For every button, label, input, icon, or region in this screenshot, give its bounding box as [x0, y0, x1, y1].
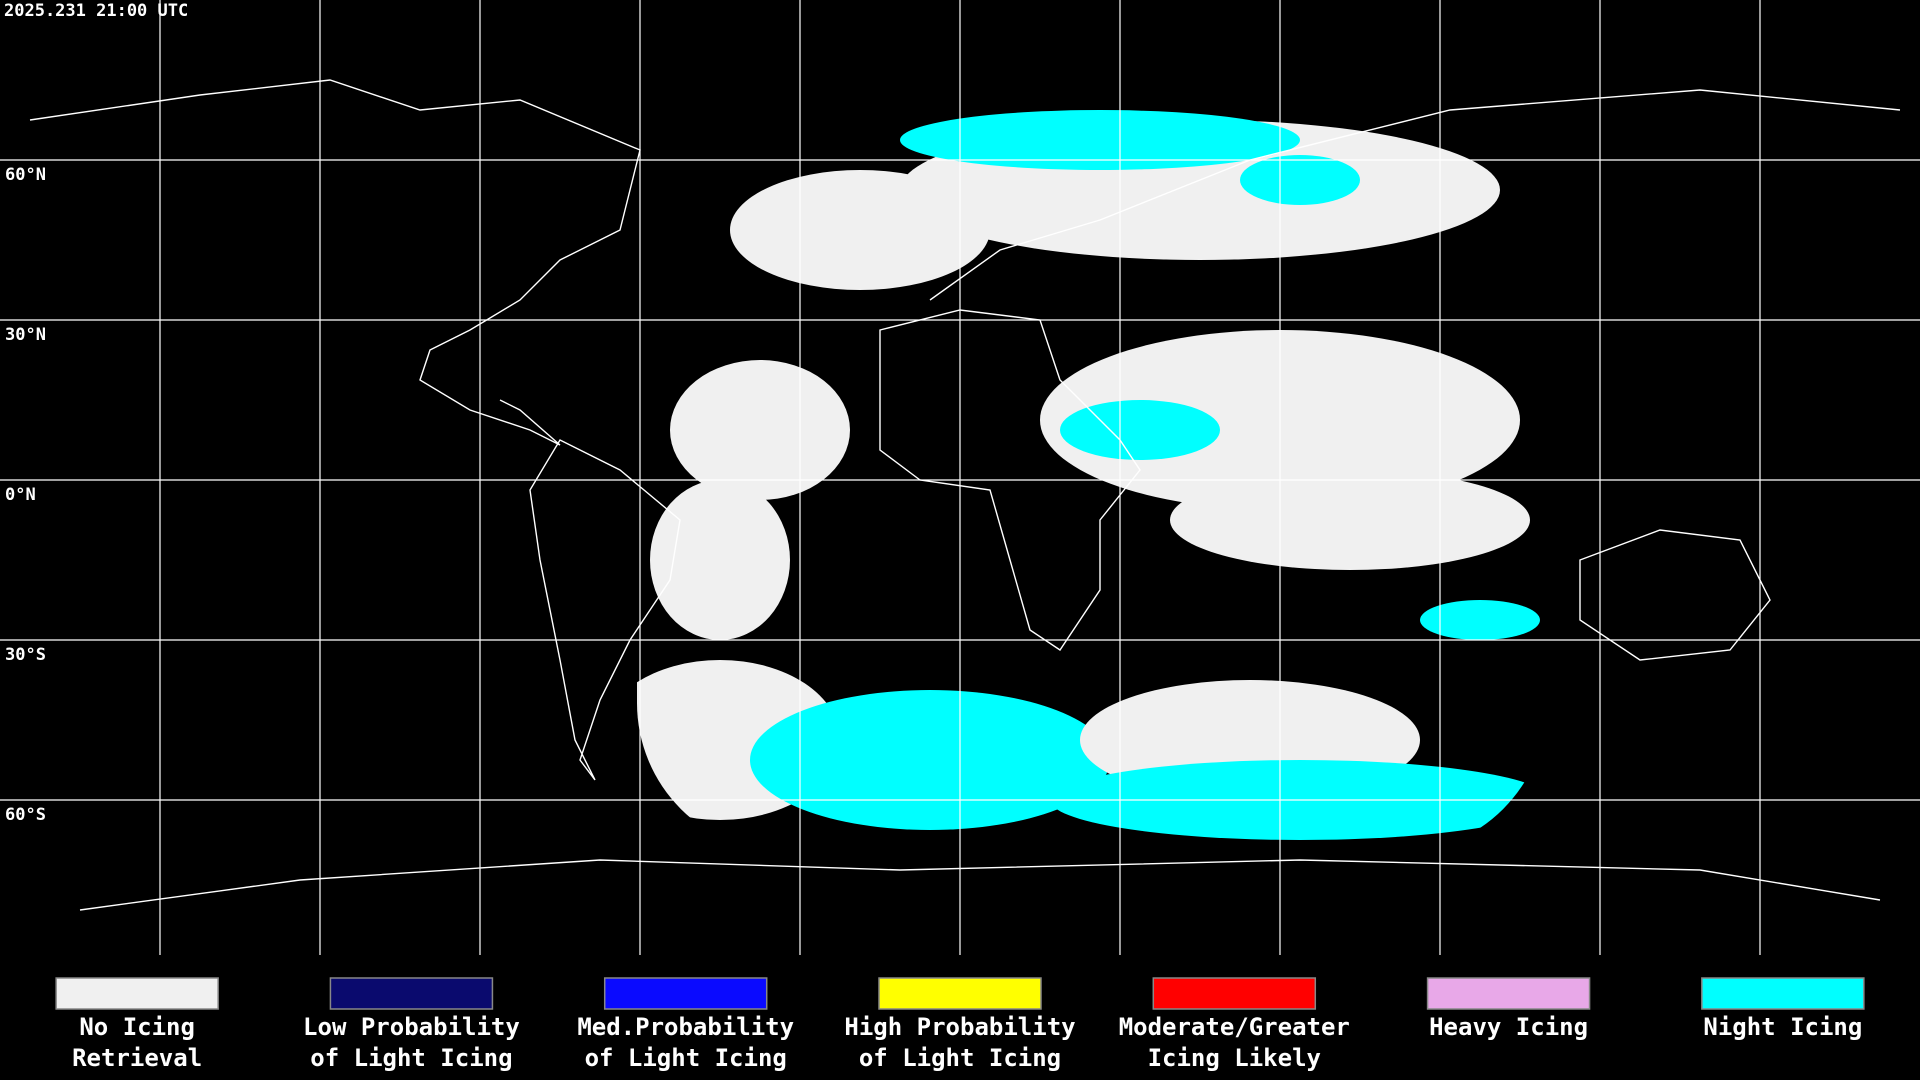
satellite-coverage [637, 110, 1547, 840]
legend-swatch [603, 977, 768, 1010]
latitude-label: 0°N [5, 485, 36, 505]
legend-label: Med.Probability [577, 1013, 794, 1041]
legend-label: Heavy Icing [1429, 1013, 1588, 1041]
legend-swatch [329, 977, 494, 1010]
legend-swatch [1701, 977, 1865, 1010]
legend-label: No Icing [79, 1013, 195, 1041]
coastlines [29, 79, 1901, 911]
timestamp: 2025.231 21:00 UTC [4, 1, 188, 21]
legend-swatch [55, 977, 219, 1010]
latitude-label: 30°S [5, 645, 46, 665]
legend-label: Night Icing [1703, 1013, 1862, 1041]
legend-panel [0, 955, 1920, 1080]
legend-swatch [1426, 977, 1591, 1010]
latitude-label: 60°S [5, 805, 46, 825]
latitude-label: 30°N [5, 325, 46, 345]
legend-label: of Light Icing [585, 1044, 787, 1072]
legend-label: Icing Likely [1148, 1044, 1321, 1072]
graticule [0, 0, 1920, 955]
legend-label: of Light Icing [859, 1044, 1061, 1072]
legend-label: of Light Icing [310, 1044, 512, 1072]
latitude-label: 60°N [5, 165, 46, 185]
legend-label: High Probability [844, 1013, 1075, 1041]
legend-label: Retrieval [72, 1044, 202, 1072]
legend-label: Low Probability [303, 1013, 520, 1041]
legend-swatch [878, 977, 1042, 1010]
legend-swatch [1152, 977, 1317, 1010]
legend-label: Moderate/Greater [1119, 1013, 1350, 1041]
